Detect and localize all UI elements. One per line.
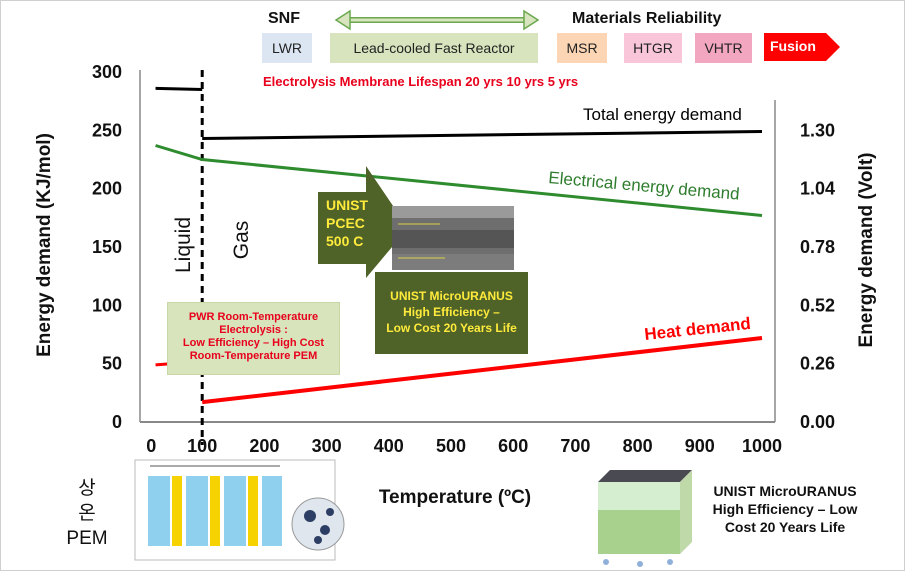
- pcec-line-2: PCEC: [326, 215, 365, 231]
- series-line: [155, 144, 763, 217]
- bottom-right-line-2: High Efficiency – Low: [712, 501, 858, 517]
- series-line: [202, 130, 763, 140]
- pcec-line-1: UNIST: [326, 197, 368, 213]
- y-right-tick-label: 0.52: [800, 295, 835, 315]
- microuranus-cube-schematic: [598, 470, 692, 567]
- y-tick-label: 300: [92, 62, 122, 82]
- pwr-line-3: Low Efficiency – High Cost: [182, 337, 325, 349]
- y-tick-labels: 0 50 100 150 200 250 300: [92, 62, 122, 432]
- y-right-tick-label: 0.78: [800, 237, 835, 257]
- x-tick-label: 0: [146, 436, 156, 456]
- x-axis-title: Temperature (ºC): [379, 487, 531, 508]
- bottom-right-line-3: Cost 20 Years Life: [724, 519, 846, 535]
- pcec-arrow-shape: [318, 166, 408, 278]
- room-temp-pem-label: 상 온 PEM: [62, 476, 112, 551]
- scale-fusion: Fusion: [770, 38, 816, 54]
- x-tick-label: 800: [623, 436, 653, 456]
- scale-msr: MSR: [557, 33, 607, 63]
- y-tick-label: 150: [92, 237, 122, 257]
- scale-htgr: HTGR: [624, 33, 682, 63]
- pwr-electrolysis-box: PWR Room-Temperature Electrolysis : Low …: [167, 302, 340, 375]
- total-demand-label: Total energy demand: [583, 105, 742, 124]
- bottom-right-caption: UNIST MicroURANUS High Efficiency – Low …: [700, 482, 870, 536]
- x-tick-label: 100: [187, 436, 217, 456]
- x-tick-label: 1000: [742, 436, 782, 456]
- lifespan-text: Electrolysis Membrane Lifespan 20 yrs 10…: [263, 74, 579, 89]
- bottom-right-line-1: UNIST MicroURANUS: [713, 483, 857, 499]
- y-tick-label: 0: [112, 412, 122, 432]
- y-right-tick-label: 1.30: [800, 120, 835, 140]
- materials-reliability-label: Materials Reliability: [572, 10, 722, 27]
- y-right-tick-label: 0.26: [800, 354, 835, 374]
- gas-label: Gas: [230, 221, 253, 260]
- sem-micrograph-image: [392, 206, 514, 270]
- microuranus-line-2: High Efficiency –: [403, 305, 500, 319]
- series-line: [201, 336, 763, 405]
- y-tick-label: 100: [92, 295, 122, 315]
- y-right-tick-label: 1.04: [800, 179, 835, 199]
- y-right-tick-labels: 0.00 0.26 0.52 0.78 1.04 1.30: [800, 120, 835, 432]
- korean-line-3: PEM: [66, 528, 108, 549]
- pcec-arrow-text: UNIST PCEC 500 C: [326, 196, 368, 250]
- scale-vhtr: VHTR: [695, 33, 752, 63]
- x-tick-label: 700: [560, 436, 590, 456]
- x-tick-label: 500: [436, 436, 466, 456]
- x-tick-label: 900: [685, 436, 715, 456]
- korean-line-2: 온: [78, 503, 96, 524]
- scale-lwr: LWR: [262, 33, 312, 63]
- microuranus-box: UNIST MicroURANUS High Efficiency – Low …: [375, 272, 528, 354]
- fusion-arrow-shape: [764, 33, 840, 61]
- x-tick-labels: 0 100 200 300 400 500 600 700 800 900 1000: [146, 436, 782, 456]
- x-tick-label: 400: [374, 436, 404, 456]
- y-tick-label: 250: [92, 120, 122, 140]
- x-tick-label: 300: [312, 436, 342, 456]
- x-tick-label: 600: [498, 436, 528, 456]
- microuranus-line-3: Low Cost 20 Years Life: [386, 321, 517, 335]
- liquid-label: Liquid: [172, 217, 195, 273]
- y-right-tick-label: 0.00: [800, 412, 835, 432]
- snf-label: SNF: [268, 10, 300, 27]
- pwr-line-4: Room-Temperature PEM: [189, 350, 318, 362]
- snf-range-arrow: [334, 9, 540, 31]
- series-line: [155, 86, 203, 91]
- scale-lead-cooled: Lead-cooled Fast Reactor: [330, 33, 538, 63]
- y-tick-label: 50: [102, 354, 122, 374]
- pem-stack-schematic: [134, 459, 345, 561]
- pcec-line-3: 500 C: [326, 233, 364, 249]
- x-tick-label: 200: [249, 436, 279, 456]
- y-tick-label: 200: [92, 179, 122, 199]
- y-axis-title: Energy demand (KJ/mol): [34, 133, 55, 357]
- pwr-line-1: PWR Room-Temperature: [188, 311, 319, 323]
- y-right-axis-title: Energy demand (Volt): [856, 153, 877, 348]
- korean-line-1: 상: [78, 478, 96, 499]
- pwr-line-2: Electrolysis :: [219, 324, 288, 336]
- microuranus-line-1: UNIST MicroURANUS: [390, 289, 513, 303]
